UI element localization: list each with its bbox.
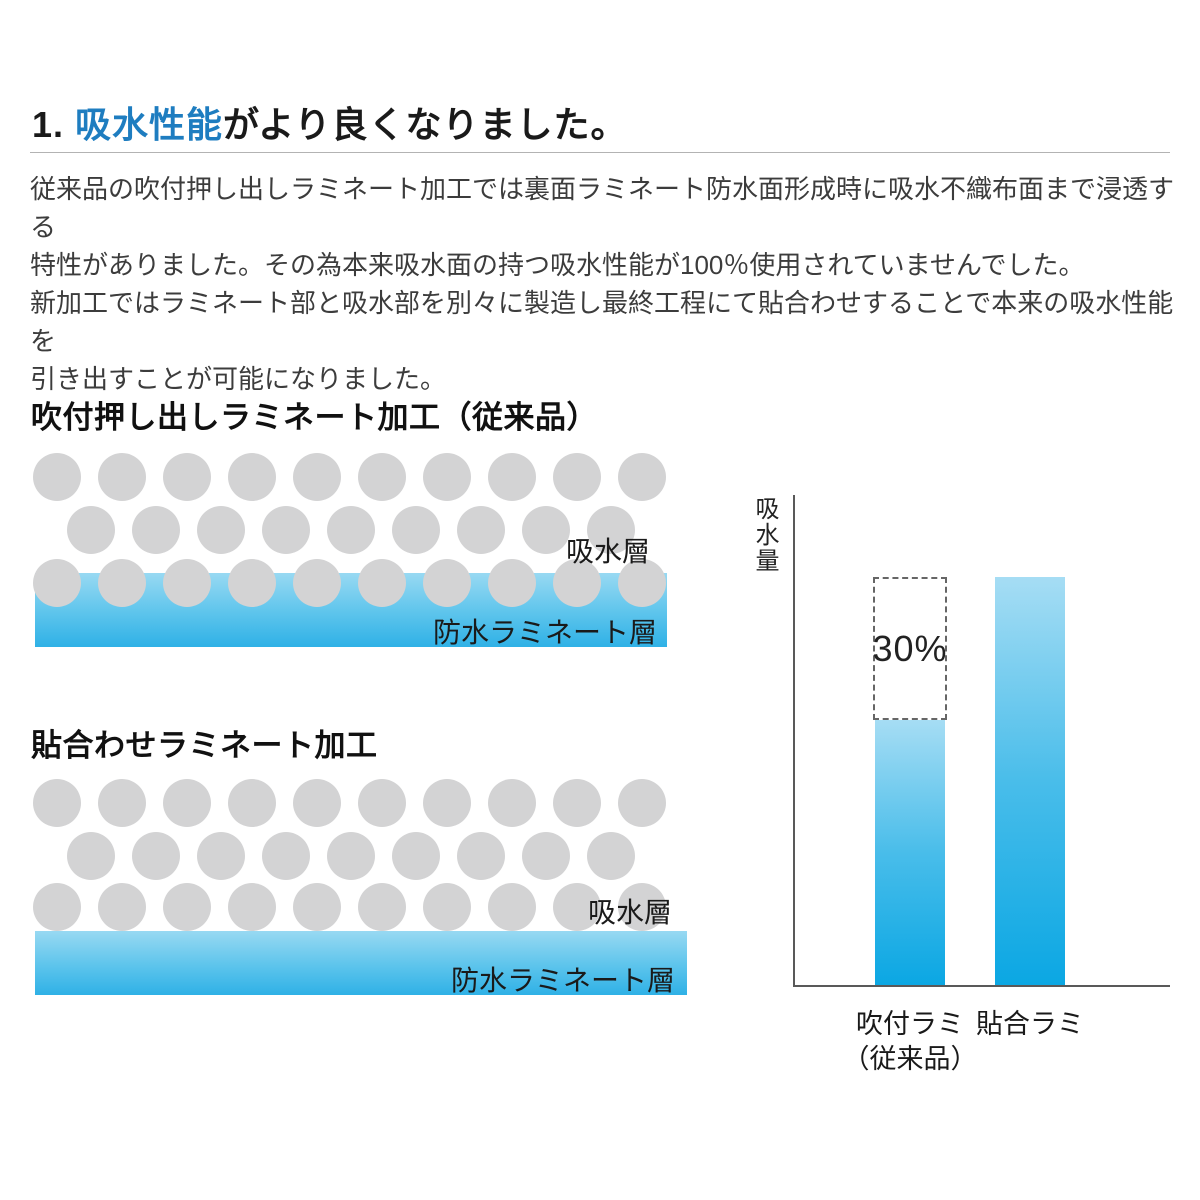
x-axis-line <box>793 985 1170 987</box>
fiber-dot <box>33 453 81 501</box>
title-highlight: 吸水性能 <box>75 104 224 145</box>
section-title-conventional: 吹付押し出しラミネート加工（従来品） <box>31 400 598 435</box>
fiber-dot <box>228 453 276 501</box>
xlabel-bonded-line1: 貼合ラミ <box>976 1009 1084 1039</box>
fiber-dot <box>488 453 536 501</box>
fiber-dot <box>587 832 635 880</box>
title-divider <box>30 152 1170 153</box>
fiber-dot <box>423 779 471 827</box>
waterproof-band <box>35 931 687 995</box>
title-number: 1. <box>32 104 76 145</box>
diagram-bonded: 吸水層 防水ラミネート層 <box>33 779 687 997</box>
fiber-dot <box>33 779 81 827</box>
fiber-dot <box>293 559 341 607</box>
bar-conventional <box>875 720 945 985</box>
intro-paragraph: 従来品の吹付押し出しラミネート加工では裏面ラミネート防水面形成時に吸水不織布面ま… <box>30 174 1175 394</box>
fiber-dot <box>553 883 601 931</box>
absorb-layer-label: 吸水層 <box>587 897 672 928</box>
fiber-dot <box>33 883 81 931</box>
fiber-dot <box>228 883 276 931</box>
difference-label: 30% <box>872 627 948 669</box>
fiber-dot <box>67 506 115 554</box>
section-title-bonded: 貼合わせラミネート加工 <box>31 728 378 763</box>
fiber-dot <box>488 779 536 827</box>
fiber-dot <box>197 506 245 554</box>
absorption-chart: 吸水量 30% 吹付ラミ （従来品） 貼合ラミ <box>745 492 1185 1082</box>
fiber-dot <box>423 883 471 931</box>
difference-dashed-box: 30% <box>872 577 948 720</box>
fiber-dot <box>457 832 505 880</box>
fiber-dot <box>553 559 601 607</box>
fiber-dot <box>358 559 406 607</box>
fiber-dot <box>98 779 146 827</box>
waterproof-layer-label: 防水ラミネート層 <box>432 617 657 648</box>
fiber-dot <box>293 453 341 501</box>
fiber-dot <box>228 559 276 607</box>
fiber-dot <box>98 559 146 607</box>
fiber-dot <box>293 883 341 931</box>
fiber-dot <box>618 779 666 827</box>
fiber-dot <box>327 506 375 554</box>
fiber-dot <box>488 883 536 931</box>
fiber-dot <box>262 832 310 880</box>
fiber-dot <box>98 883 146 931</box>
waterproof-layer-label: 防水ラミネート層 <box>450 965 675 996</box>
fiber-dot <box>163 453 211 501</box>
fiber-dot <box>618 453 666 501</box>
y-axis-label: 吸水量 <box>751 496 778 574</box>
fiber-dot <box>163 559 211 607</box>
fiber-dot <box>553 453 601 501</box>
diagram-conventional: 吸水層 防水ラミネート層 <box>33 450 667 652</box>
fiber-dot <box>553 779 601 827</box>
chart-plot-area: 30% <box>795 495 1170 985</box>
y-axis-line <box>793 495 795 987</box>
fiber-dot <box>132 506 180 554</box>
fiber-dot <box>457 506 505 554</box>
fiber-dot <box>163 883 211 931</box>
fiber-dot <box>33 559 81 607</box>
fiber-dot <box>392 832 440 880</box>
fiber-dot <box>587 506 635 554</box>
fiber-dot <box>358 883 406 931</box>
absorb-layer-label: 吸水層 <box>565 536 650 567</box>
fiber-dot <box>327 832 375 880</box>
fiber-dot <box>358 779 406 827</box>
fiber-dot <box>618 883 666 931</box>
fiber-dot <box>358 453 406 501</box>
fiber-dot <box>522 832 570 880</box>
title-suffix: がより良くなりました。 <box>223 104 628 145</box>
fiber-dot <box>423 559 471 607</box>
fiber-dot <box>98 453 146 501</box>
fiber-dot <box>618 559 666 607</box>
fiber-dot <box>197 832 245 880</box>
fiber-dot <box>488 559 536 607</box>
fiber-dot <box>67 832 115 880</box>
page-title: 1. 吸水性能がより良くなりました。 <box>32 96 628 148</box>
fiber-dot <box>228 779 276 827</box>
fiber-dot <box>163 779 211 827</box>
fiber-dot <box>392 506 440 554</box>
bar-bonded <box>995 577 1065 985</box>
xlabel-conventional-line1: 吹付ラミ <box>856 1009 964 1039</box>
fiber-dot <box>132 832 180 880</box>
xlabel-conventional-line2: （従来品） <box>842 1044 978 1074</box>
fiber-dot <box>423 453 471 501</box>
fiber-dot <box>293 779 341 827</box>
fiber-dot <box>262 506 310 554</box>
fiber-dot <box>522 506 570 554</box>
